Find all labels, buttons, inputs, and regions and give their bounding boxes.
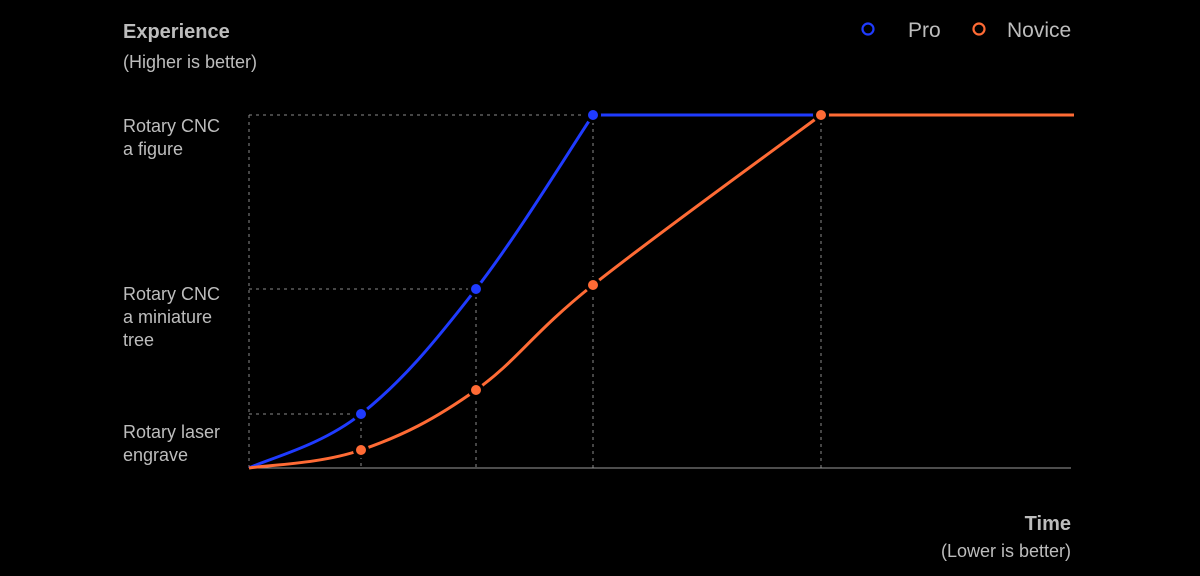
series-lines xyxy=(248,113,1074,470)
y-tick-label-line: a figure xyxy=(123,139,183,159)
guide-lines xyxy=(248,114,822,468)
legend-label-pro: Pro xyxy=(908,19,941,42)
x-axis-title: Time xyxy=(1025,513,1071,535)
marker-pro xyxy=(585,107,601,123)
y-tick-label-line: Rotary CNC xyxy=(123,284,220,304)
marker-novice xyxy=(813,107,829,123)
y-axis-subtitle: (Higher is better) xyxy=(123,52,257,72)
y-tick-label-line: Rotary CNC xyxy=(123,116,220,136)
y-tick-label: Rotary laser engrave xyxy=(123,422,220,465)
y-tick-label-line: a miniature xyxy=(123,307,212,327)
y-tick-label-line: tree xyxy=(123,330,154,350)
legend-swatch-novice xyxy=(972,22,986,36)
series-line-novice xyxy=(248,113,1074,470)
marker-novice xyxy=(468,382,484,398)
marker-pro xyxy=(468,281,484,297)
legend-label-novice: Novice xyxy=(1007,19,1071,42)
series-line-pro xyxy=(248,113,821,470)
legend-swatch-pro xyxy=(861,22,875,36)
marker-novice xyxy=(585,277,601,293)
y-tick-labels: Rotary laser engrave Rotary CNC a miniature… xyxy=(123,116,220,465)
y-tick-label-line: Rotary laser xyxy=(123,422,220,442)
y-tick-label-line: engrave xyxy=(123,445,188,465)
y-tick-label: Rotary CNC a miniature tree xyxy=(123,284,220,350)
legend: Pro Novice xyxy=(861,19,1071,42)
series-markers xyxy=(353,107,829,458)
x-axis-subtitle: (Lower is better) xyxy=(941,541,1071,561)
y-axis-title: Experience xyxy=(123,21,230,43)
marker-novice xyxy=(353,442,369,458)
marker-pro xyxy=(353,406,369,422)
y-tick-label: Rotary CNC a figure xyxy=(123,116,220,159)
